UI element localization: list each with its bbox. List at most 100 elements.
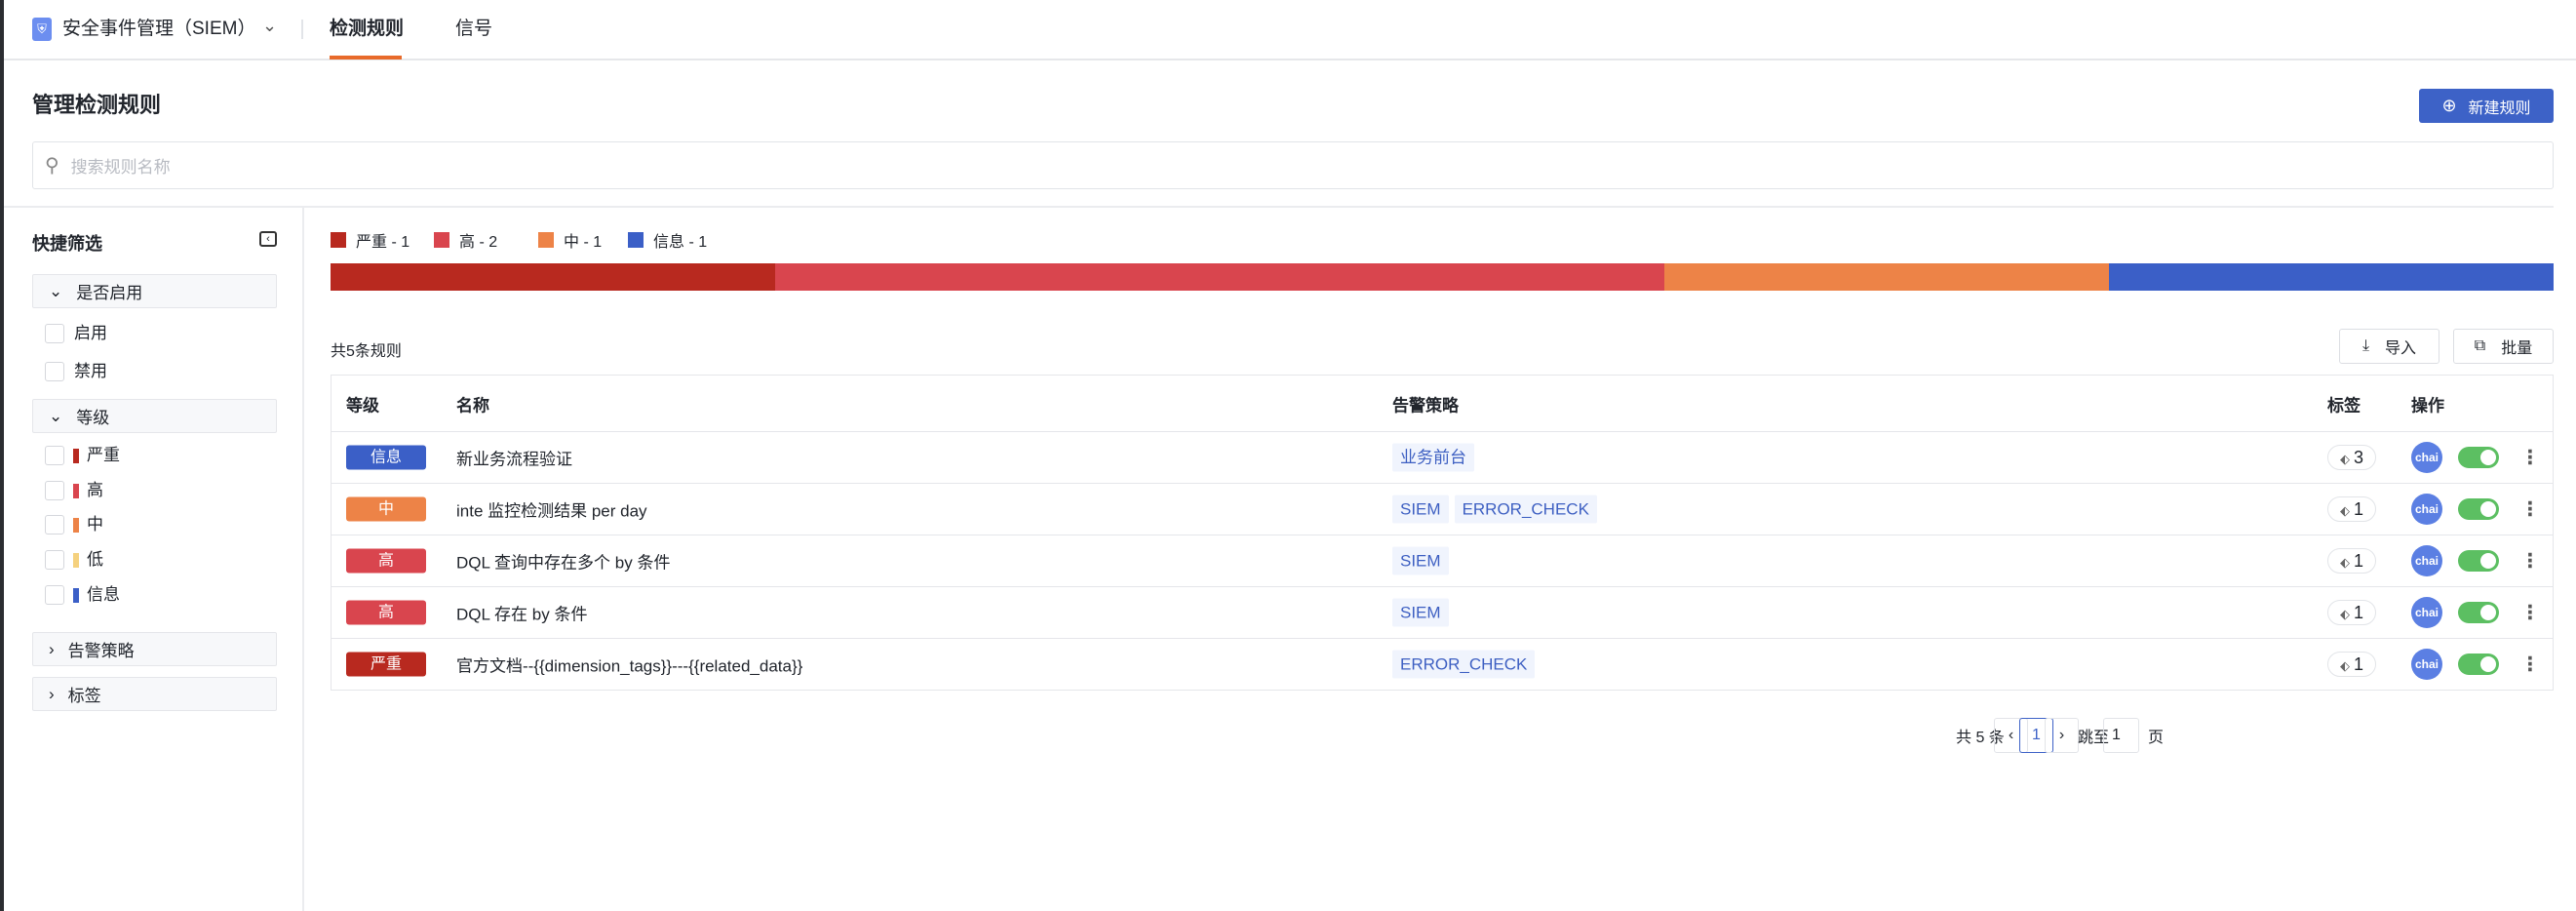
col-name: 名称 xyxy=(456,396,489,415)
rule-name[interactable]: DQL 存在 by 条件 xyxy=(456,605,588,624)
chevron-right-icon: › xyxy=(49,684,55,703)
checkbox-level[interactable] xyxy=(45,550,64,571)
table-row[interactable]: 高 DQL 查询中存在多个 by 条件 SIEM ⬖ 1 chai ⋮ xyxy=(332,535,2553,586)
level-badge: 高 xyxy=(346,548,426,574)
checkbox-level[interactable] xyxy=(45,480,64,500)
collapse-sidebar-icon[interactable]: ‹ xyxy=(259,231,277,247)
jump-page-input[interactable]: 1 xyxy=(2103,718,2139,753)
policy-tag[interactable]: SIEM xyxy=(1392,495,1449,524)
checkbox-level[interactable] xyxy=(45,446,64,465)
import-label: 导入 xyxy=(2385,340,2417,357)
enable-toggle[interactable] xyxy=(2458,447,2499,468)
app-switcher[interactable]: 安全事件管理（SIEM） xyxy=(62,19,256,39)
batch-button[interactable]: ⧉ 批量 xyxy=(2453,329,2554,364)
tag-count-value: 1 xyxy=(2353,499,2363,519)
enable-toggle[interactable] xyxy=(2458,654,2499,675)
table-row[interactable]: 中 inte 监控检测结果 per day SIEM ERROR_CHECK ⬖ 1 cha… xyxy=(332,483,2553,535)
option-label: 高 xyxy=(87,480,103,499)
chevron-down-icon: ⌄ xyxy=(49,406,63,425)
legend-item: 高 - 2 xyxy=(434,228,497,252)
prev-page-button[interactable]: ‹ xyxy=(1994,718,2028,753)
option-label: 低 xyxy=(87,550,103,570)
top-nav xyxy=(4,0,2576,60)
pagination-total: 共 5 条 xyxy=(1956,730,2005,746)
policy-tag[interactable]: SIEM xyxy=(1392,598,1449,627)
new-rule-label: 新建规则 xyxy=(2468,99,2531,117)
option-label: 中 xyxy=(87,515,103,535)
table-row[interactable]: 信息 新业务流程验证 业务前台 ⬖ 3 chai ⋮ xyxy=(332,431,2553,483)
enable-toggle[interactable] xyxy=(2458,498,2499,520)
distribution-bar-segment xyxy=(775,263,1664,291)
tag-count[interactable]: ⬖ 3 xyxy=(2327,445,2376,470)
policy-tag[interactable]: ERROR_CHECK xyxy=(1392,650,1536,679)
level-color-swatch xyxy=(73,518,79,534)
tag-icon: ⬖ xyxy=(2339,658,2350,673)
search-input[interactable]: ⚲ 搜索规则名称 xyxy=(32,141,2554,189)
owner-avatar: chai xyxy=(2411,597,2442,628)
rule-name[interactable]: 官方文档--{{dimension_tags}}---{{related_dat… xyxy=(456,656,803,676)
table-row[interactable]: 严重 官方文档--{{dimension_tags}}---{{related_d… xyxy=(332,638,2553,690)
rule-name[interactable]: inte 监控检测结果 per day xyxy=(456,501,647,521)
next-page-button[interactable]: › xyxy=(2045,718,2079,753)
policy-list: SIEM xyxy=(1392,598,1455,627)
tag-count[interactable]: ⬖ 1 xyxy=(2327,600,2376,625)
policy-tag[interactable]: ERROR_CHECK xyxy=(1454,495,1597,524)
level-badge: 高 xyxy=(346,600,426,625)
checkbox-disabled[interactable] xyxy=(45,362,64,381)
chevron-down-icon[interactable]: ⌄ xyxy=(262,16,278,35)
quick-filter-title: 快捷筛选 xyxy=(32,234,102,254)
distribution-bar-segment xyxy=(1664,263,2109,291)
enable-toggle[interactable] xyxy=(2458,550,2499,572)
table-row[interactable]: 高 DQL 存在 by 条件 SIEM ⬖ 1 chai ⋮ xyxy=(332,586,2553,638)
checkbox-enabled[interactable] xyxy=(45,324,64,343)
owner-avatar: chai xyxy=(2411,442,2442,473)
level-badge: 信息 xyxy=(346,445,426,470)
filter-group-enabled[interactable]: ⌄ 是否启用 xyxy=(32,274,277,308)
page-1-button[interactable]: 1 xyxy=(2019,718,2053,753)
legend-label: 信息 - 1 xyxy=(653,234,708,251)
legend-label: 中 - 1 xyxy=(564,234,603,251)
legend-swatch xyxy=(331,232,346,248)
policy-tag[interactable]: SIEM xyxy=(1392,546,1449,575)
rule-name[interactable]: 新业务流程验证 xyxy=(456,450,572,469)
rules-table: 等级 名称 告警策略 标签 操作 信息 新业务流程验证 业务前台 ⬖ 3 chai ⋮ 中 in… xyxy=(331,375,2554,691)
more-actions-icon[interactable]: ⋮ xyxy=(2520,498,2540,521)
tab-detection-rules[interactable]: 检测规则 xyxy=(330,19,405,39)
legend-label: 高 - 2 xyxy=(459,234,498,251)
policy-tag[interactable]: 业务前台 xyxy=(1392,443,1474,472)
enable-toggle[interactable] xyxy=(2458,602,2499,623)
level-color-swatch xyxy=(73,587,79,603)
import-button[interactable]: ⤓ 导入 xyxy=(2339,329,2439,364)
page-suffix: 页 xyxy=(2148,730,2165,746)
tab-signals[interactable]: 信号 xyxy=(455,19,493,39)
filter-group-level[interactable]: ⌄ 等级 xyxy=(32,399,277,433)
tag-count-value: 1 xyxy=(2353,551,2363,571)
search-icon: ⚲ xyxy=(45,155,59,177)
divider xyxy=(301,20,303,39)
policy-list: ERROR_CHECK xyxy=(1392,650,1541,679)
policy-list: SIEM xyxy=(1392,546,1455,575)
new-rule-button[interactable]: ⊕ 新建规则 xyxy=(2419,89,2554,123)
tag-count[interactable]: ⬖ 1 xyxy=(2327,496,2376,522)
option-label: 启用 xyxy=(74,324,107,342)
more-actions-icon[interactable]: ⋮ xyxy=(2520,654,2540,676)
shield-app-icon: ⛨ xyxy=(32,18,52,41)
jump-label: 跳至 xyxy=(2078,730,2110,746)
tag-count[interactable]: ⬖ 1 xyxy=(2327,652,2376,677)
checkbox-level[interactable] xyxy=(45,515,64,535)
more-actions-icon[interactable]: ⋮ xyxy=(2520,447,2540,469)
tag-count[interactable]: ⬖ 1 xyxy=(2327,548,2376,574)
rule-name[interactable]: DQL 查询中存在多个 by 条件 xyxy=(456,553,671,573)
filter-group-tags[interactable]: › 标签 xyxy=(32,677,277,711)
copy-check-icon: ⧉ xyxy=(2474,337,2486,354)
chevron-right-icon: › xyxy=(49,639,55,658)
search-placeholder: 搜索规则名称 xyxy=(70,158,171,177)
tag-icon: ⬖ xyxy=(2339,503,2350,518)
filter-group-policy[interactable]: › 告警策略 xyxy=(32,632,277,666)
divider xyxy=(4,206,2554,208)
legend-item: 信息 - 1 xyxy=(628,228,707,252)
more-actions-icon[interactable]: ⋮ xyxy=(2520,550,2540,573)
rule-count: 共5条规则 xyxy=(331,343,402,360)
checkbox-level[interactable] xyxy=(45,584,64,605)
more-actions-icon[interactable]: ⋮ xyxy=(2520,602,2540,624)
